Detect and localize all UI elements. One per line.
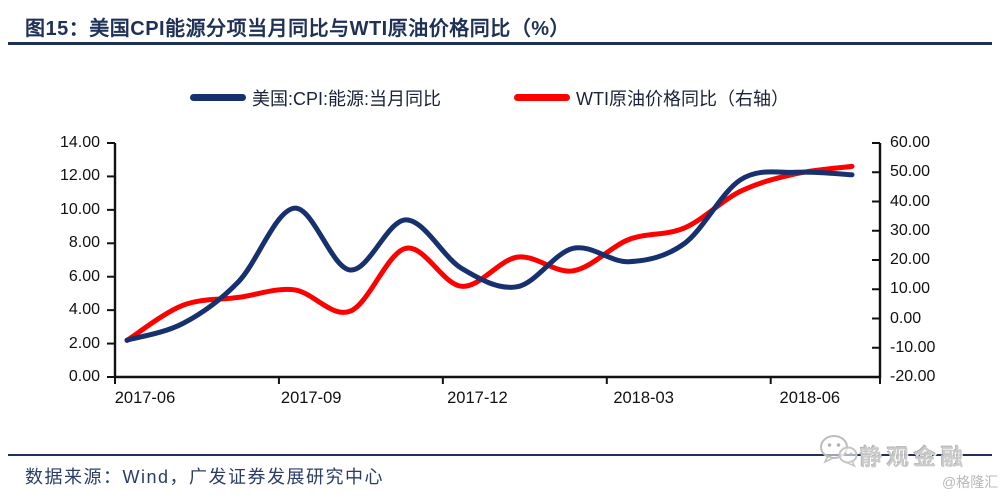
left-axis-tick-label: 2.00	[68, 334, 100, 352]
left-axis-tick-label: 14.00	[59, 134, 100, 151]
title-divider	[8, 42, 992, 45]
left-axis-tick-label: 6.00	[68, 267, 100, 285]
left-axis-tick-label: 12.00	[59, 167, 100, 185]
watermark: 静观金融 @格隆汇	[820, 434, 998, 494]
cpi-legend-label: 美国:CPI:能源:当月同比	[252, 89, 442, 109]
x-axis-tick-label: 2018-03	[613, 389, 674, 407]
x-axis-tick-label: 2017-12	[447, 389, 508, 407]
cpi-series-line	[124, 169, 855, 343]
right-axis-tick-label: -20.00	[890, 368, 936, 385]
data-source-note: 数据来源：Wind，广发证券发展研究中心	[25, 467, 385, 487]
right-axis-tick-label: 60.00	[890, 134, 931, 151]
left-axis-tick-label: 0.00	[68, 368, 100, 385]
figure-title: 图15：美国CPI能源分项当月同比与WTI原油价格同比（%）	[25, 18, 571, 40]
right-axis-tick-label: 20.00	[890, 251, 931, 268]
wti-legend-swatch	[514, 94, 570, 101]
watermark-handle: @格隆汇	[942, 474, 999, 490]
left-axis-tick-label: 4.00	[68, 301, 100, 319]
x-axis-tick-label: 2017-09	[280, 389, 342, 407]
x-axis-tick-label: 2018-06	[779, 389, 841, 407]
right-axis-tick-label: 30.00	[890, 221, 931, 239]
right-axis-tick-label: -10.00	[890, 338, 936, 356]
wti-series-line	[124, 163, 855, 343]
watermark-brand: 静观金融	[860, 445, 969, 470]
footer-divider	[8, 454, 992, 456]
right-axis-tick-label: 40.00	[890, 192, 931, 210]
cpi-legend-swatch	[190, 94, 246, 101]
left-axis-tick-label: 8.00	[68, 234, 100, 252]
wti-legend-label: WTI原油价格同比（右轴）	[576, 89, 789, 109]
left-axis-tick-label: 10.00	[59, 200, 100, 218]
right-axis-tick-label: 0.00	[890, 309, 922, 327]
x-axis-tick-label: 2017-06	[114, 389, 176, 407]
chart-legend: 美国:CPI:能源:当月同比 WTI原油价格同比（右轴）	[0, 84, 1000, 114]
right-axis-tick-label: 50.00	[890, 163, 931, 181]
wechat-icon	[820, 435, 858, 468]
right-axis-tick-label: 10.00	[890, 280, 931, 298]
